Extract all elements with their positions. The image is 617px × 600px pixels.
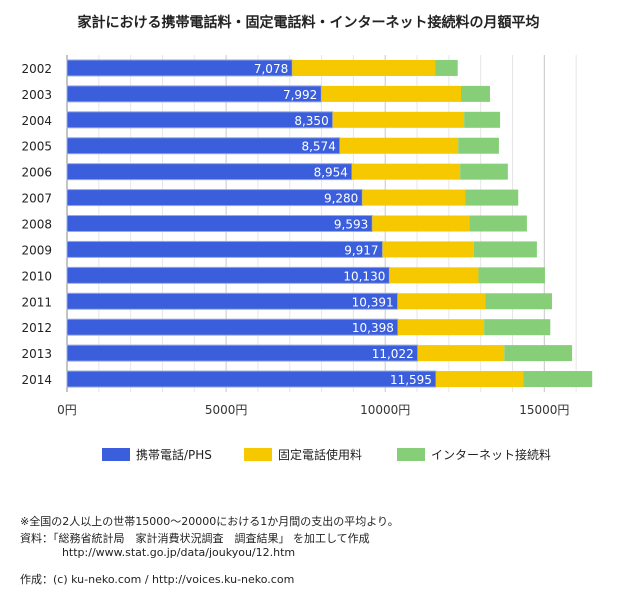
data-label: 9,917 [344, 243, 378, 257]
legend-swatch [102, 448, 130, 461]
bar-segment [66, 137, 341, 155]
y-tick-label: 2013 [21, 347, 52, 361]
bar-segment [435, 59, 458, 76]
bar-segment [478, 267, 545, 284]
bar-segment [458, 137, 499, 154]
bar-segment [397, 319, 485, 336]
legend-label: インターネット接続料 [431, 447, 551, 462]
data-label: 8,350 [294, 114, 328, 128]
bar-segment [464, 111, 501, 128]
bar-segment [372, 215, 470, 232]
y-tick-label: 2014 [21, 373, 52, 387]
data-label: 9,280 [324, 192, 358, 206]
y-tick-label: 2003 [21, 88, 52, 102]
bar-segment [66, 370, 437, 388]
x-tick-label: 10000円 [360, 403, 410, 417]
data-label: 7,078 [254, 62, 288, 76]
legend-label: 携帯電話/PHS [136, 447, 212, 462]
x-tick-label: 5000円 [205, 403, 248, 417]
data-label: 10,398 [352, 321, 394, 335]
y-tick-label: 2007 [21, 192, 52, 206]
data-label: 11,595 [390, 373, 432, 387]
y-tick-label: 2010 [21, 269, 52, 283]
x-tick-label: 0円 [57, 403, 77, 417]
bar-segment [66, 111, 334, 129]
bar-segment [351, 163, 461, 180]
data-label: 7,992 [283, 88, 317, 102]
bar-segment [473, 241, 537, 258]
legend-label: 固定電話使用料 [278, 447, 362, 462]
bar-segment [66, 189, 363, 207]
bar-segment [66, 240, 384, 258]
y-tick-label: 2006 [21, 166, 52, 180]
data-label: 10,130 [343, 269, 385, 283]
bar-segment [460, 163, 508, 180]
legend-swatch [397, 448, 425, 461]
y-tick-label: 2005 [21, 140, 52, 154]
legend-swatch [244, 448, 272, 461]
data-label: 8,954 [314, 166, 348, 180]
y-tick-label: 2004 [21, 114, 52, 128]
bar-segment [382, 241, 474, 258]
stacked-bar-chart: 2002 7,078 2003 7,992 2004 8,350 2005 8,574 2006… [21, 55, 593, 462]
data-label: 8,574 [301, 140, 335, 154]
bar-segment [292, 59, 436, 76]
bar-segment [66, 215, 373, 232]
y-tick-label: 2009 [21, 243, 52, 257]
bar-segment [66, 266, 390, 284]
y-tick-label: 2011 [21, 295, 52, 309]
bar-segment [362, 189, 466, 206]
data-label: 10,391 [352, 295, 394, 309]
bar-segment [66, 163, 353, 181]
bar-segment [66, 292, 399, 310]
note-source-url: http://www.stat.go.jp/data/joukyou/12.ht… [20, 546, 296, 559]
bar-segment [485, 293, 552, 310]
bar-segment [397, 293, 486, 310]
bar-segment [469, 215, 527, 232]
bar-segment [339, 137, 459, 154]
bar-segment [523, 371, 593, 388]
bar-segment [484, 319, 551, 336]
bar-segment [461, 85, 490, 102]
bar-segment [66, 344, 419, 362]
credit: 作成：(c) ku-neko.com / http://voices.ku-ne… [20, 573, 295, 586]
data-label: 9,593 [334, 218, 368, 232]
bar-segment [321, 85, 462, 102]
bar-segment [389, 267, 479, 284]
x-tick-label: 15000円 [519, 403, 569, 417]
note-data-source: 資料：「総務省統計局 家計消費状況調査 調査結果」 を加工して作成 [20, 532, 370, 545]
y-tick-label: 2008 [21, 218, 52, 232]
bar-segment [435, 371, 524, 388]
chart-title: 家計における携帯電話料・固定電話料・インターネット接続料の月額平均 [77, 15, 540, 31]
bar-segment [66, 318, 399, 336]
data-label: 11,022 [372, 347, 414, 361]
bar-segment [465, 189, 519, 206]
y-tick-label: 2002 [21, 62, 52, 76]
y-tick-label: 2012 [21, 321, 52, 335]
note-source-scope: ※全国の2人以上の世帯15000〜20000における1か月間の支出の平均より。 [20, 515, 399, 528]
bar-segment [504, 345, 573, 362]
bar-segment [332, 111, 465, 128]
bar-segment [417, 345, 505, 362]
